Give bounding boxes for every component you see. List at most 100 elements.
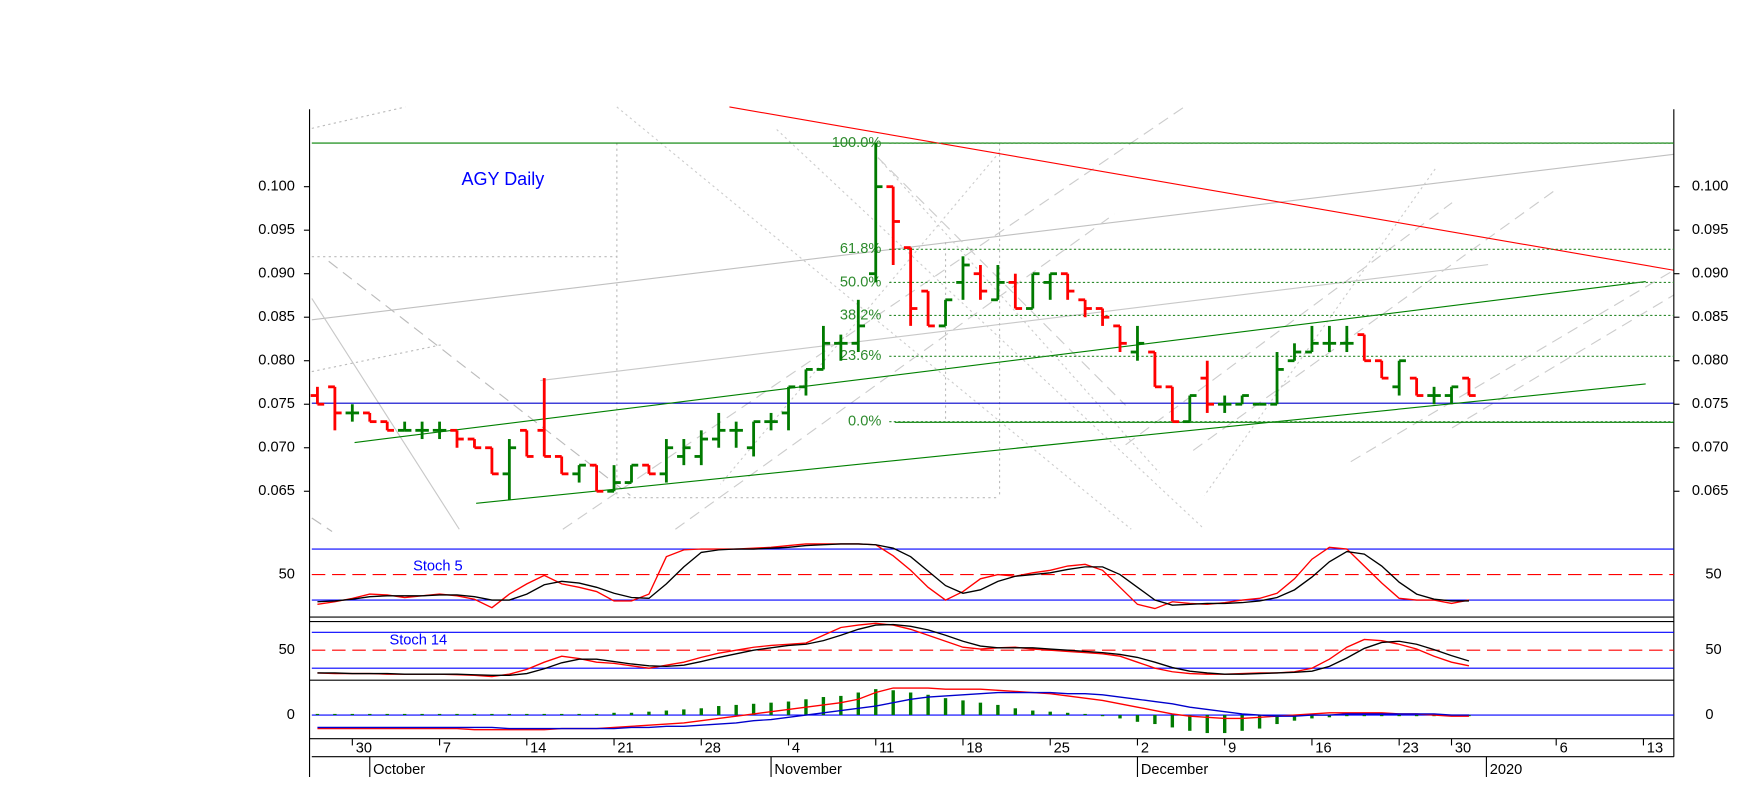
histogram-bar: [1188, 715, 1192, 731]
indicator-line: [317, 623, 1470, 677]
y-tick-label: 0.080: [258, 353, 295, 369]
gray-dotted: [1203, 168, 1436, 496]
fib-label: 38.2%: [840, 307, 881, 323]
y-tick-label: 0.075: [258, 396, 295, 412]
x-tick-label: 23: [1403, 741, 1419, 757]
histogram-bar: [1397, 715, 1401, 717]
gray-dotted: [616, 106, 1132, 530]
indicator-line: [317, 543, 1469, 606]
histogram-bar: [734, 704, 738, 716]
gray-dashed: [675, 213, 1115, 530]
x-tick-label: 14: [530, 741, 546, 757]
histogram-bar: [943, 698, 948, 716]
histogram-bar: [1275, 715, 1279, 725]
gray-dotted: [311, 344, 443, 373]
histogram-bar: [717, 706, 721, 716]
gray-trendline: [540, 264, 1489, 382]
x-tick-label: 7: [443, 741, 451, 757]
histogram-bar: [1031, 710, 1035, 716]
histogram-bar: [751, 703, 756, 716]
histogram-bar: [1292, 715, 1297, 721]
gray-dashed: [311, 517, 333, 532]
x-tick-label: 18: [966, 741, 982, 757]
y-tick-label: 0.090: [258, 266, 295, 282]
month-label: December: [1141, 762, 1209, 778]
histogram-bar: [490, 713, 494, 716]
histogram-bar: [908, 692, 913, 716]
gray-dashed: [328, 260, 631, 496]
frame: [308, 109, 1675, 777]
y-tick-label-right: 0: [1705, 707, 1713, 723]
gray-dotted: [877, 157, 1160, 474]
panel-label: Stoch 5: [413, 558, 463, 574]
x-tick-label: 25: [1054, 741, 1070, 757]
histogram-bar: [420, 713, 424, 716]
histogram-bar: [1083, 713, 1087, 716]
histogram-bar: [437, 713, 442, 716]
indicator-line: [317, 543, 1470, 610]
fib-label: 50.0%: [840, 274, 881, 290]
x-tick-label: 9: [1228, 741, 1236, 757]
histogram-bar: [472, 713, 477, 716]
histogram-bar: [1153, 715, 1157, 725]
x-tick-label: 30: [1455, 741, 1471, 757]
green-trendline: [354, 280, 1646, 444]
histogram-bar: [926, 694, 930, 716]
y-tick-label-right: 0.095: [1692, 222, 1729, 238]
y-tick-label-right: 0.100: [1692, 179, 1729, 195]
histogram-bar: [629, 712, 634, 716]
y-tick-label-right: 0.080: [1692, 353, 1729, 369]
histogram-bar: [1170, 715, 1175, 728]
fib-label: 23.6%: [840, 348, 881, 364]
histogram-bar: [1065, 712, 1070, 716]
y-tick-label-right: 0.085: [1692, 309, 1729, 325]
histogram-bar: [1118, 715, 1122, 719]
red-trendline: [729, 106, 1674, 271]
histogram-bar: [1013, 708, 1018, 716]
x-tick-label: 6: [1560, 741, 1568, 757]
y-tick-label: 0: [287, 707, 295, 723]
y-tick-label-right: 50: [1705, 566, 1721, 582]
gray-dashed: [1451, 294, 1675, 429]
fib-label: 0.0%: [848, 413, 881, 429]
fib-label: 100.0%: [832, 135, 882, 151]
y-tick-label: 50: [279, 566, 295, 582]
histogram-bar: [350, 713, 355, 716]
histogram-bar: [525, 713, 529, 716]
histogram-bar: [507, 713, 512, 716]
month-label: November: [774, 762, 842, 778]
fib-label: 61.8%: [840, 241, 881, 257]
y-tick-label: 0.100: [258, 179, 295, 195]
histogram-bar: [978, 702, 983, 716]
indicator-line: [317, 691, 1469, 730]
month-label: October: [373, 762, 425, 778]
gray-dashed: [1350, 269, 1675, 463]
y-tick-label-right: 50: [1705, 642, 1721, 658]
x-tick-label: 13: [1647, 741, 1663, 757]
panel-label: Stoch 14: [389, 633, 447, 649]
gray-dashed: [877, 157, 1127, 406]
histogram-bar: [856, 692, 860, 716]
histogram-bar: [594, 713, 599, 716]
histogram-bar: [455, 713, 459, 716]
x-tick-label: 4: [792, 741, 800, 757]
histogram-bar: [961, 700, 965, 716]
histogram-bar: [769, 702, 773, 716]
y-tick-label-right: 0.090: [1692, 266, 1729, 282]
histogram-bar: [647, 711, 651, 716]
histogram-bar: [402, 713, 407, 716]
histogram-bar: [1345, 715, 1349, 717]
histogram-bar: [560, 713, 564, 716]
histogram-bar: [612, 712, 616, 716]
histogram-bar: [385, 713, 389, 716]
x-tick-label: 28: [705, 741, 721, 757]
y-tick-label: 0.095: [258, 222, 295, 238]
histogram-bar: [1135, 715, 1140, 722]
histogram-bar: [1362, 715, 1366, 717]
x-tick-label: 11: [879, 741, 894, 757]
histogram-bar: [1100, 715, 1105, 717]
histogram-bar: [664, 710, 669, 716]
histogram-bar: [821, 697, 826, 716]
